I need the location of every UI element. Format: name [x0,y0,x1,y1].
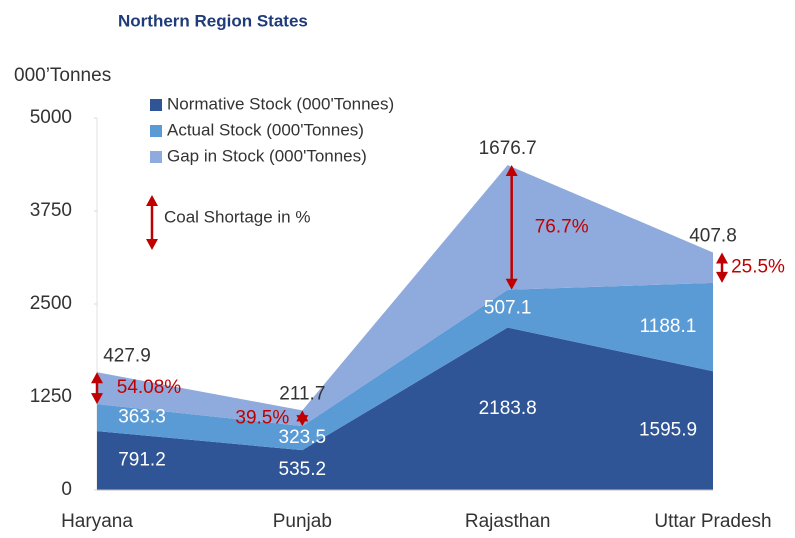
arrow-part [91,372,103,384]
chart-title: Northern Region States [118,11,308,30]
arrow-part [505,165,518,177]
legend-label: Gap in Stock (000'Tonnes) [167,146,367,165]
data-label: 535.2 [279,459,327,480]
data-label: 427.9 [103,345,151,366]
data-label: 2183.8 [479,398,537,419]
shortage-arrow [505,165,518,290]
shortage-label: 25.5% [731,257,785,278]
data-label: 791.2 [118,450,166,471]
arrow-part [146,239,158,250]
data-label: 407.8 [689,226,737,247]
data-label: 1676.7 [479,138,537,159]
data-label: 363.3 [118,407,166,428]
shortage-label: 76.7% [535,216,589,237]
legend-label: Coal Shortage in % [164,207,310,226]
legend-swatch [150,99,162,111]
shortage-label: 54.08% [117,377,182,398]
x-tick-label: Uttar Pradesh [654,511,771,532]
data-label: 507.1 [484,298,532,319]
shortage-arrow [296,410,309,427]
arrow-part [91,393,103,405]
area [97,165,713,427]
data-label: 323.5 [279,427,327,448]
shortage-arrow [91,372,103,405]
x-tick-label: Haryana [61,511,133,532]
area [97,282,713,451]
legend-label: Normative Stock (000'Tonnes) [167,94,394,113]
y-axis-label: 000’Tonnes [14,65,111,86]
area [97,327,713,490]
data-label: 211.7 [279,383,325,404]
shortage-arrow [716,252,728,283]
y-tick-label: 5000 [30,107,72,128]
data-label: 1188.1 [640,316,697,337]
y-tick-label: 1250 [30,386,72,407]
arrow-part [296,415,309,427]
x-tick-label: Punjab [273,511,332,532]
legend-label: Actual Stock (000'Tonnes) [167,120,364,139]
arrow-part [716,271,728,283]
legend-arrow [146,195,158,250]
y-tick-label: 0 [61,479,72,500]
arrow-part [146,195,158,206]
arrow-part [716,252,728,264]
x-tick-label: Rajasthan [465,511,551,532]
y-tick-label: 3750 [30,200,72,221]
shortage-label: 39.5% [235,407,289,428]
legend-swatch [150,125,162,137]
data-label: 1595.9 [639,420,697,441]
y-tick-label: 2500 [30,293,72,314]
arrow-part [505,278,518,290]
legend-swatch [150,151,162,163]
